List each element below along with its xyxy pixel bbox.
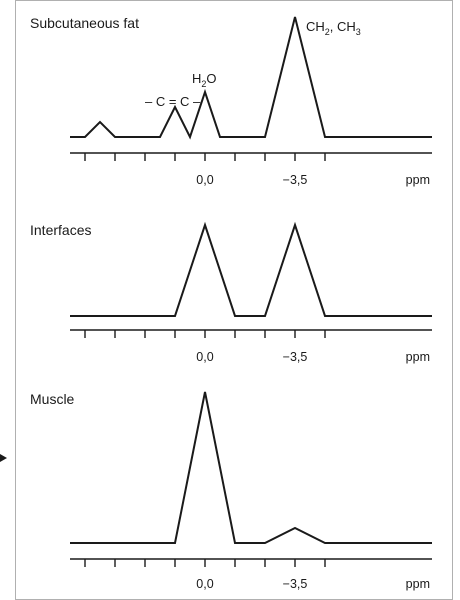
spectrum-line	[70, 391, 432, 544]
tick-label-zero: 0,0	[196, 577, 213, 591]
spectrum-line	[70, 16, 432, 140]
axis-ticks	[84, 153, 326, 161]
figure-frame	[15, 0, 453, 600]
tick-label-minus-3-5: −3,5	[283, 350, 308, 364]
unit-label: ppm	[406, 577, 430, 591]
tick-label-zero: 0,0	[196, 350, 213, 364]
label-part: , CH	[330, 19, 356, 34]
tick-label-minus-3-5: −3,5	[283, 173, 308, 187]
panel-title: Interfaces	[30, 222, 91, 238]
label-subscript: 2	[325, 27, 330, 37]
arrow-right-icon	[0, 454, 7, 462]
axis-ticks	[84, 330, 326, 338]
label-subscript: 2	[201, 79, 206, 89]
unit-label: ppm	[406, 173, 430, 187]
peak-label-h2o: H2O	[192, 71, 217, 89]
label-part: CH	[306, 19, 325, 34]
spectrum-line	[70, 221, 432, 317]
tick-label-minus-3-5: −3,5	[283, 577, 308, 591]
label-part: O	[206, 71, 216, 86]
label-part: H	[192, 71, 201, 86]
unit-label: ppm	[406, 350, 430, 364]
peak-label-ch2-ch3: CH2, CH3	[306, 19, 361, 37]
label-subscript: 3	[356, 27, 361, 37]
axis-ticks	[84, 559, 326, 567]
panel-interfaces: Interfaces 0,0 −3,5 ppm	[30, 221, 432, 364]
panel-title: Muscle	[30, 391, 75, 407]
panel-subcutaneous-fat: Subcutaneous fat 0,0 −3,5 ppm CH2, CH3	[30, 15, 432, 187]
tick-label-zero: 0,0	[196, 173, 213, 187]
panel-muscle: Muscle 0,0 −3,5 ppm	[30, 391, 432, 591]
peak-label-c-double-c: – C = C –	[145, 94, 201, 109]
panel-title: Subcutaneous fat	[30, 15, 139, 31]
